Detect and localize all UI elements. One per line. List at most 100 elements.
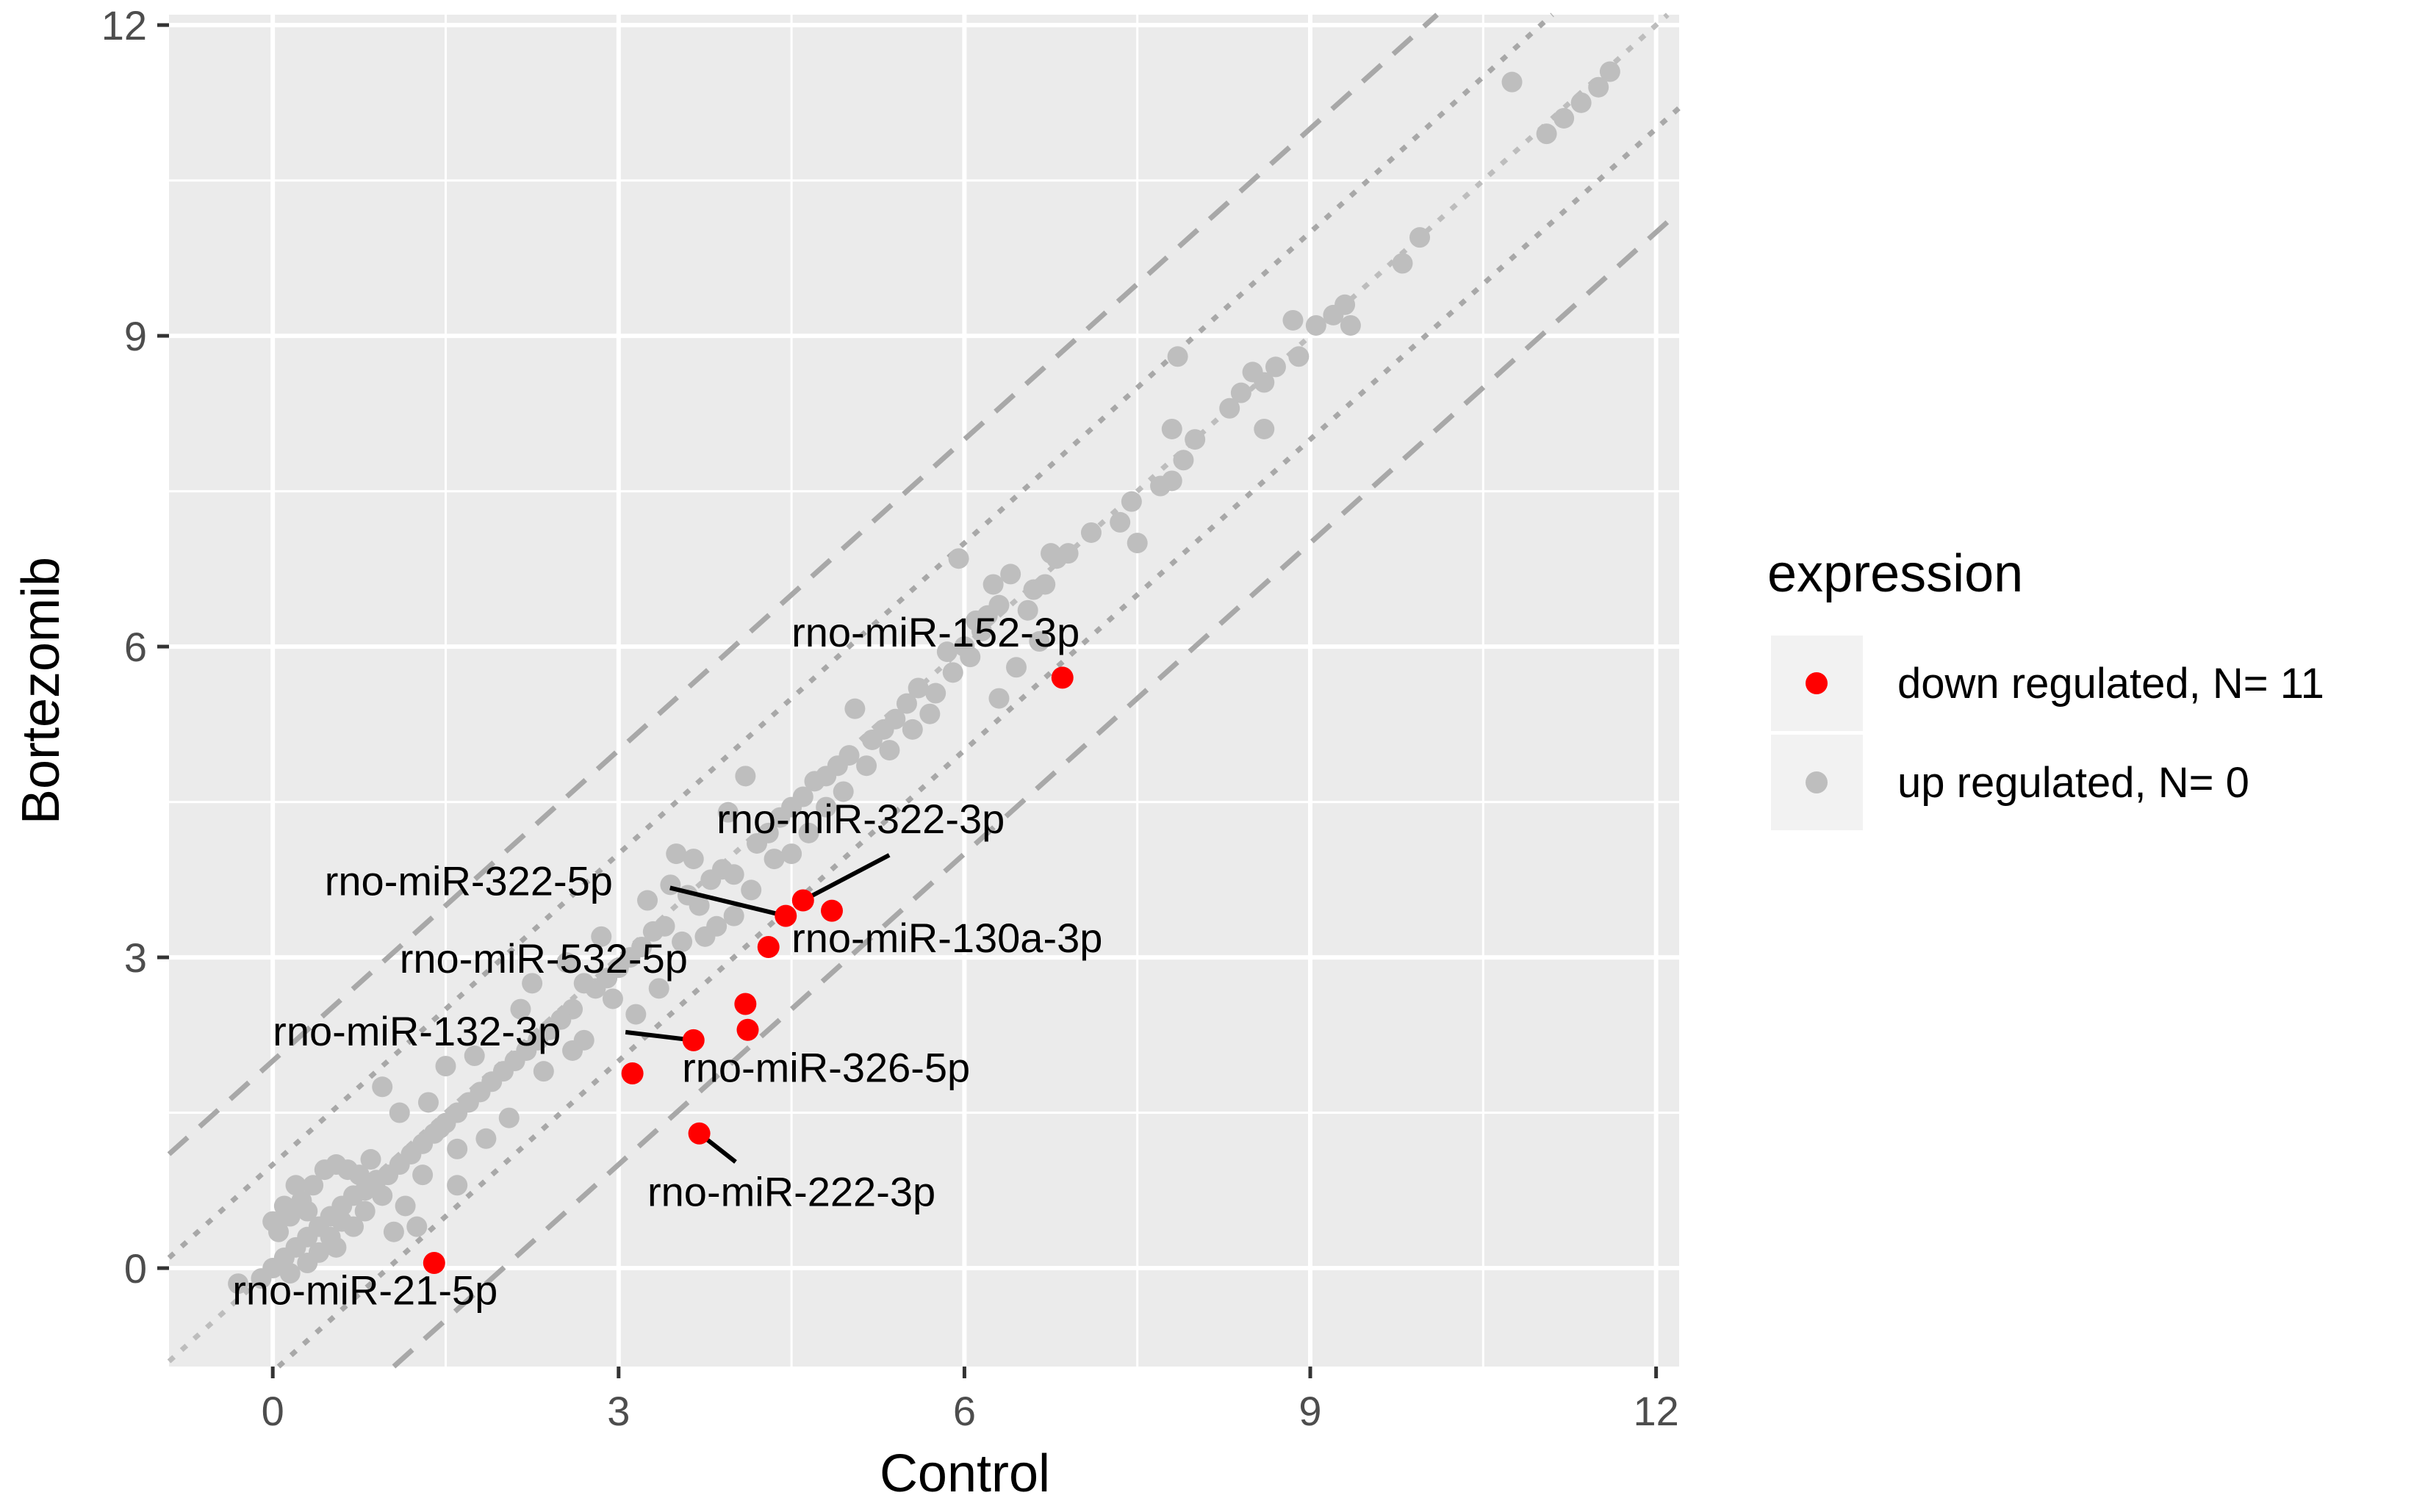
data-point-up (591, 926, 612, 947)
data-point-up (279, 1263, 301, 1284)
data-point-up (510, 998, 531, 1020)
legend-key-down (1806, 672, 1828, 694)
data-point-up (429, 1117, 450, 1139)
data-point-up (925, 683, 946, 704)
data-point-down (621, 1062, 644, 1084)
data-point-up (804, 771, 825, 792)
data-point-up (983, 574, 1004, 595)
data-point-up (781, 843, 802, 865)
data-point-up (1409, 227, 1431, 248)
data-point-up (1588, 76, 1609, 98)
data-point-up (1282, 309, 1304, 331)
data-point-up (1005, 657, 1027, 678)
data-point-up (297, 1200, 318, 1222)
x-tick-label: 3 (607, 1388, 630, 1434)
data-point-up (273, 1195, 295, 1217)
data-point-up (625, 1004, 647, 1025)
data-point-down (821, 899, 844, 922)
data-point-up (522, 973, 543, 994)
data-point-up (769, 807, 791, 828)
data-point-up (1242, 361, 1263, 383)
data-point-up (533, 1061, 554, 1082)
data-point-up (372, 1185, 393, 1206)
point-label: rno-miR-132-3p (273, 1008, 561, 1054)
data-point-up (435, 1056, 456, 1077)
reference-line (167, 12, 1554, 1260)
data-point-up (602, 988, 623, 1009)
data-point-up (360, 1149, 381, 1170)
data-point-up (1570, 92, 1592, 113)
data-point-down (1051, 666, 1074, 689)
x-tick-label: 0 (262, 1388, 284, 1434)
x-axis-title: Control (880, 1444, 1050, 1503)
data-point-up (735, 766, 756, 787)
data-point-up (896, 693, 917, 714)
label-leader-line (669, 885, 786, 918)
data-point-up (971, 620, 992, 641)
data-point-up (666, 843, 687, 865)
data-point-up (251, 1268, 272, 1289)
data-point-up (417, 1092, 439, 1113)
legend-title: expression (1767, 544, 2023, 603)
data-point-up (573, 973, 594, 994)
y-tick-label: 9 (124, 313, 147, 359)
data-point-up (475, 1128, 497, 1149)
data-point-up (936, 641, 958, 663)
data-point-up (1265, 356, 1286, 378)
data-point-up (1017, 600, 1038, 621)
y-tick-label: 3 (124, 935, 147, 981)
data-point-up (464, 1045, 485, 1067)
data-point-up (747, 832, 768, 854)
legend-label-up: up regulated, N= 0 (1897, 759, 2249, 807)
data-point-up (723, 905, 744, 926)
data-point-up (1501, 71, 1523, 93)
data-point-up (660, 874, 681, 896)
data-point-up (1254, 418, 1275, 439)
legend-key-up (1806, 771, 1828, 793)
data-point-up (412, 1164, 434, 1186)
data-point-up (1161, 418, 1182, 439)
data-point-up (1029, 631, 1050, 652)
data-point-up (389, 1102, 410, 1123)
label-leader-line (625, 1029, 694, 1043)
data-point-up (1150, 475, 1171, 497)
point-label: rno-miR-152-3p (791, 609, 1080, 655)
data-point-up (1392, 253, 1413, 274)
data-point-down (757, 935, 780, 958)
data-point-up (1305, 314, 1326, 336)
label-leader-line (802, 853, 891, 903)
data-point-up (303, 1175, 324, 1196)
data-point-up (556, 952, 578, 973)
data-point-up (262, 1211, 284, 1232)
data-point-up (1127, 533, 1148, 554)
data-point-up (908, 677, 929, 699)
legend-label-down: down regulated, N= 11 (1897, 660, 2324, 708)
data-point-up (648, 978, 669, 999)
data-point-up (741, 879, 762, 901)
data-point-up (1000, 564, 1021, 585)
data-point-up (297, 1253, 318, 1274)
data-point-down (734, 993, 757, 1015)
data-point-up (988, 688, 1010, 709)
data-point-up (861, 729, 883, 750)
data-point-up (942, 662, 963, 683)
label-leader-lines (625, 853, 891, 1164)
data-point-up (447, 1138, 468, 1159)
data-point-up (1173, 450, 1194, 471)
data-point-up (395, 1195, 416, 1217)
x-tick-label: 12 (1633, 1388, 1678, 1434)
data-point-up (1080, 522, 1102, 543)
data-point-up (948, 548, 969, 569)
reference-line (167, 12, 1439, 1156)
data-point-up (919, 703, 941, 724)
data-point-down (736, 1018, 759, 1041)
data-point-up (764, 849, 785, 870)
data-point-down (791, 889, 814, 912)
y-axis-ticks: 0 3 6 9 12 (101, 2, 169, 1292)
data-point-down (688, 1122, 711, 1145)
data-point-up (833, 781, 854, 802)
data-point-up (228, 1273, 249, 1295)
x-tick-label: 9 (1298, 1388, 1321, 1434)
data-point-up (326, 1236, 347, 1258)
data-point-down (682, 1029, 705, 1051)
